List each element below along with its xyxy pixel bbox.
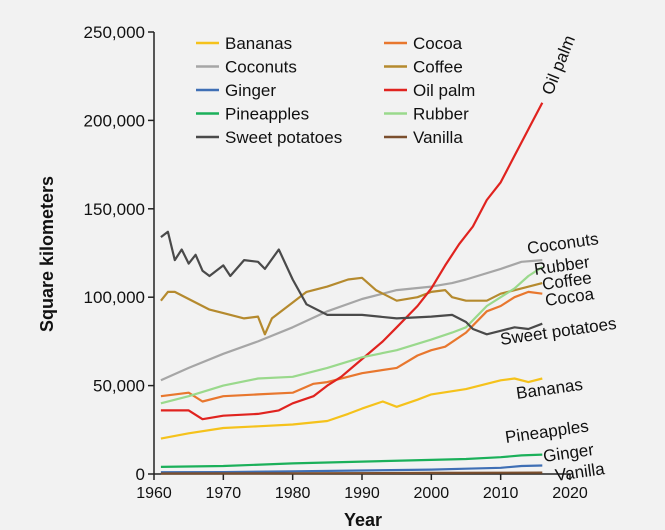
y-tick-label: 0 xyxy=(136,465,145,484)
legend-label-vanilla: Vanilla xyxy=(413,128,463,147)
legend-label-sweet-potatoes: Sweet potatoes xyxy=(225,128,342,147)
legend-label-oil-palm: Oil palm xyxy=(413,81,475,100)
x-tick-label: 1980 xyxy=(275,485,311,502)
x-axis-label: Year xyxy=(344,510,382,530)
legend-label-coconuts: Coconuts xyxy=(225,58,297,77)
legend-label-ginger: Ginger xyxy=(225,81,276,100)
x-tick-label: 2010 xyxy=(483,485,519,502)
x-tick-label: 1960 xyxy=(136,485,172,502)
y-tick-label: 250,000 xyxy=(84,23,145,42)
y-tick-label: 200,000 xyxy=(84,111,145,130)
y-tick-label: 100,000 xyxy=(84,288,145,307)
legend-label-coffee: Coffee xyxy=(413,58,463,77)
legend-label-rubber: Rubber xyxy=(413,105,469,124)
x-tick-label: 2020 xyxy=(552,485,588,502)
legend-label-bananas: Bananas xyxy=(225,34,292,53)
y-axis-label: Square kilometers xyxy=(37,176,57,332)
x-tick-label: 1990 xyxy=(344,485,380,502)
legend-label-pineapples: Pineapples xyxy=(225,105,309,124)
series-line-vanilla xyxy=(161,473,542,474)
y-tick-label: 150,000 xyxy=(84,200,145,219)
y-tick-label: 50,000 xyxy=(93,377,145,396)
x-tick-label: 2000 xyxy=(414,485,450,502)
x-tick-label: 1970 xyxy=(206,485,242,502)
legend-label-cocoa: Cocoa xyxy=(413,34,463,53)
